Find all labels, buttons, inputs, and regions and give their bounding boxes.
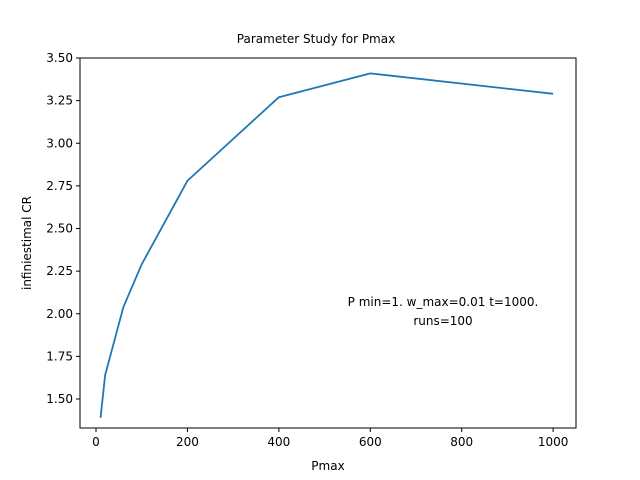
y-tick-label: 2.75 [46,179,73,193]
y-tick-label: 1.50 [46,392,73,406]
data-point [122,305,125,308]
y-tick-label: 3.50 [46,51,73,65]
y-tick-label: 2.25 [46,264,73,278]
x-axis-label: Pmax [311,459,344,473]
x-tick-label: 600 [359,435,382,449]
data-point [277,96,280,99]
x-tick-label: 1000 [538,435,569,449]
x-tick-label: 200 [176,435,199,449]
series-layer [99,72,555,419]
annotation-line-1: P min=1. w_max=0.01 t=1000. [348,295,539,309]
data-point [104,374,107,377]
y-tick-label: 3.00 [46,136,73,150]
x-tick-label: 0 [92,435,100,449]
y-tick-label: 2.00 [46,307,73,321]
y-axis-label: infiniestimal CR [20,196,34,290]
x-tick-label: 800 [450,435,473,449]
y-tick-label: 2.50 [46,222,73,236]
y-tick-label: 3.25 [46,94,73,108]
annotation-line-2: runs=100 [413,314,472,328]
data-point [99,416,102,419]
plot-frame [79,57,577,429]
data-point [552,92,555,95]
x-axis: 0 200 400 600 800 1000 [92,428,568,449]
y-tick-label: 1.75 [46,349,73,363]
data-point [186,179,189,182]
data-point [140,263,143,266]
y-axis: 1.50 1.75 2.00 2.25 2.50 2.75 3.00 3.25 3.50 [46,51,80,406]
data-point [369,72,372,75]
series-line [99,72,554,418]
chart-title: Parameter Study for Pmax [237,32,395,46]
x-tick-label: 400 [267,435,290,449]
